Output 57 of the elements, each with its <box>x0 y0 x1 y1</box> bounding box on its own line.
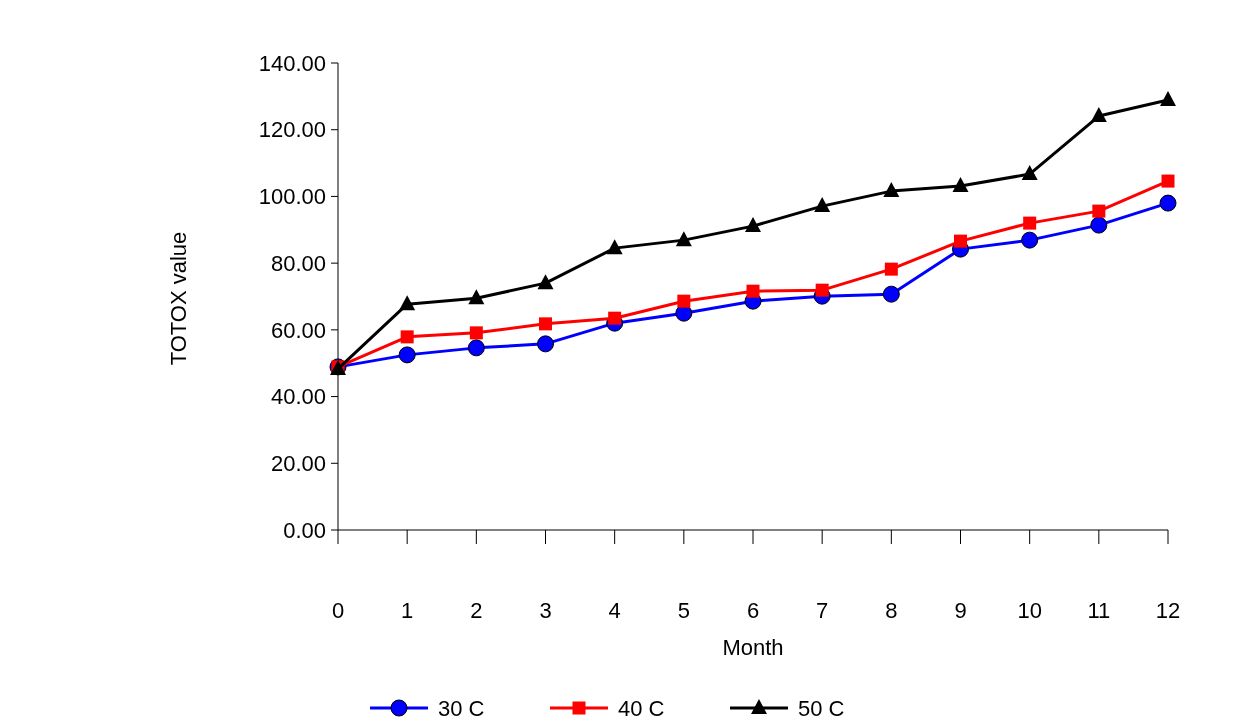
point <box>815 283 829 297</box>
point <box>675 231 692 247</box>
point <box>1021 231 1039 249</box>
legend-label: 50 C <box>798 695 845 721</box>
point <box>537 274 554 290</box>
point <box>814 197 831 213</box>
point <box>883 182 900 198</box>
legend-label: 30 C <box>438 695 485 721</box>
x-tick-label: 9 <box>954 598 967 623</box>
point <box>398 346 416 364</box>
y-axis-title: TOTOX value <box>166 231 191 366</box>
y-tick-label: 0.00 <box>283 517 326 543</box>
point <box>952 177 969 193</box>
y-tick-label: 100.00 <box>258 184 326 210</box>
point <box>1161 174 1175 188</box>
x-tick-label: 3 <box>539 598 552 623</box>
point <box>467 339 485 357</box>
x-tick-label: 1 <box>401 598 414 623</box>
point <box>400 330 414 344</box>
point <box>677 294 691 308</box>
x-tick-label: 8 <box>885 598 898 623</box>
y-tick-label: 60.00 <box>270 317 326 343</box>
x-tick-label: 0 <box>331 598 345 623</box>
point <box>746 284 760 298</box>
point <box>606 239 623 255</box>
x-tick-label: 4 <box>608 598 621 623</box>
y-tick-label: 20.00 <box>270 450 326 476</box>
point <box>1023 216 1037 230</box>
x-tick-label: 11 <box>1087 598 1111 623</box>
point <box>468 289 485 305</box>
point <box>469 326 483 340</box>
y-tick-label: 40.00 <box>270 384 326 410</box>
point <box>1090 216 1108 234</box>
point <box>884 262 898 276</box>
point <box>745 217 761 233</box>
x-axis-title: Month <box>722 635 784 660</box>
point <box>1092 204 1106 218</box>
x-tick-label: 5 <box>677 598 690 623</box>
y-tick-label: 120.00 <box>258 117 326 143</box>
point <box>882 285 900 303</box>
point <box>954 234 967 248</box>
point <box>1021 165 1038 181</box>
x-tick-label: 10 <box>1017 598 1042 623</box>
x-tick-label: 6 <box>746 598 760 623</box>
x-tick-label: 2 <box>470 598 483 623</box>
point <box>539 317 552 331</box>
y-tick-label: 80.00 <box>270 250 326 276</box>
x-tick-label: 7 <box>816 598 829 623</box>
point <box>537 335 554 353</box>
point <box>399 295 416 311</box>
point <box>1090 107 1107 123</box>
point <box>1159 194 1177 212</box>
point <box>1160 91 1176 107</box>
legend-label: 40 C <box>618 695 665 721</box>
point <box>608 311 622 325</box>
y-tick-label: 140.00 <box>258 50 326 76</box>
x-tick-label: 12 <box>1155 598 1181 623</box>
